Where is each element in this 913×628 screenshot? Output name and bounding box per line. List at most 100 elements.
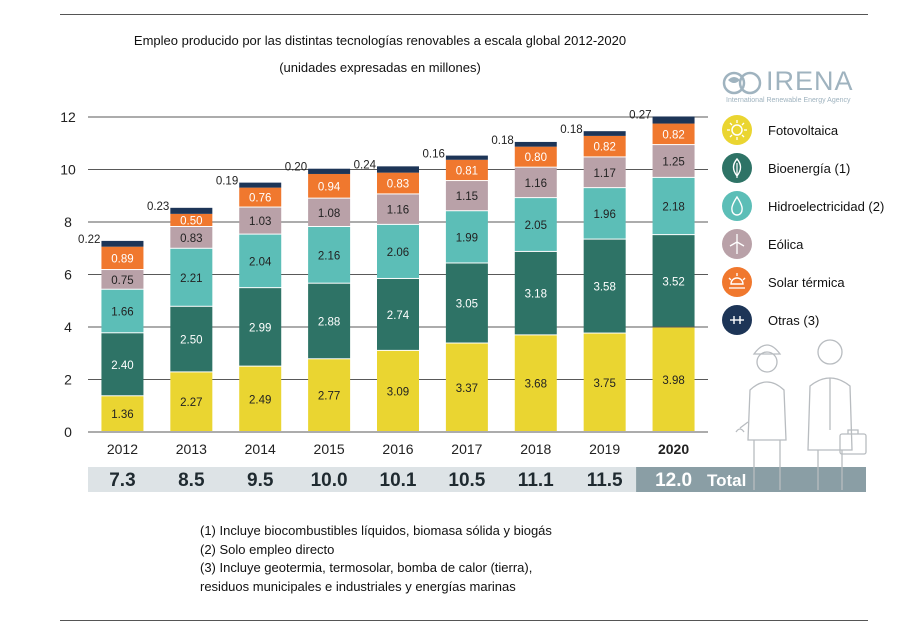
total-label: Total xyxy=(707,471,746,490)
legend-item-otras: Otras (3) xyxy=(722,305,913,337)
bar-segment xyxy=(239,366,282,431)
total-value: 9.5 xyxy=(247,470,274,491)
globe-logo-icon xyxy=(722,71,762,95)
data-label: 1.16 xyxy=(387,205,409,217)
top-rule xyxy=(60,14,868,15)
y-tick-label: 2 xyxy=(64,372,72,388)
bar-segment xyxy=(445,263,488,343)
data-label: 1.16 xyxy=(525,178,547,190)
data-label: 0.19 xyxy=(216,176,238,188)
data-label: 1.15 xyxy=(456,191,478,203)
data-label: 3.18 xyxy=(525,289,547,301)
bar-segment xyxy=(652,116,695,124)
bar-segment xyxy=(652,235,695,327)
bar-segment xyxy=(170,248,213,306)
legend-label: Otras (3) xyxy=(768,313,820,328)
data-label: 2.49 xyxy=(249,394,271,406)
y-tick-label: 4 xyxy=(64,319,72,335)
data-label: 2.16 xyxy=(318,250,340,262)
legend-label: Solar térmica xyxy=(768,275,845,290)
data-label: 0.18 xyxy=(560,124,582,136)
bar-segment xyxy=(514,251,557,335)
bar-segment xyxy=(101,240,144,247)
data-label: 0.83 xyxy=(387,179,409,191)
footnote: (1) Incluye biocombustibles líquidos, bi… xyxy=(200,523,552,538)
bar-segment xyxy=(377,278,419,350)
x-tick-label: 2014 xyxy=(245,441,276,457)
irena-logo: IRENA International Renewable Energy Age… xyxy=(722,66,872,110)
data-label: 3.75 xyxy=(593,378,615,390)
footnotes: (1) Incluye biocombustibles líquidos, bi… xyxy=(200,522,552,596)
data-label: 1.08 xyxy=(318,208,340,220)
bar-segment xyxy=(652,123,695,145)
bar-segment xyxy=(308,283,351,359)
bar-segment xyxy=(377,350,419,431)
bar-segment xyxy=(101,270,144,289)
legend-label: Bioenergía (1) xyxy=(768,161,851,176)
x-tick-label: 2016 xyxy=(382,441,413,457)
legend-item-eolica: Eólica xyxy=(722,229,913,261)
chart-title: Empleo producido por las distintas tecno… xyxy=(133,33,627,48)
logo-subtitle: International Renewable Energy Agency xyxy=(726,97,851,104)
legend-item-fotovoltaica: Fotovoltaica xyxy=(722,115,913,147)
total-value: 8.5 xyxy=(178,470,205,491)
totals-band-highlight xyxy=(636,467,866,492)
data-label: 3.09 xyxy=(387,386,409,398)
x-tick-label: 2013 xyxy=(176,441,207,457)
footnote: (2) Solo empleo directo xyxy=(200,541,335,557)
bar-segment xyxy=(239,288,282,366)
total-value: 11.5 xyxy=(587,470,623,491)
legend-item-solar-termica: Solar térmica xyxy=(722,267,913,299)
bar-segment xyxy=(308,173,351,198)
water-drop-icon xyxy=(722,191,752,221)
bar-segment xyxy=(583,188,626,239)
bar-segment xyxy=(239,187,282,207)
data-label: 1.36 xyxy=(111,409,133,421)
x-tick-label: 2019 xyxy=(589,441,620,457)
data-label: 0.80 xyxy=(525,152,547,164)
wind-turbine-icon xyxy=(722,229,752,259)
bar-segment xyxy=(583,333,626,431)
data-label: 1.25 xyxy=(662,156,684,168)
bar-segment xyxy=(652,327,695,431)
bar-segment xyxy=(583,135,626,157)
data-label: 1.66 xyxy=(111,307,133,319)
bar-segment xyxy=(583,157,626,188)
data-label: 2.05 xyxy=(525,220,547,232)
bar-segment xyxy=(239,182,282,188)
data-label: 0.24 xyxy=(354,159,377,171)
data-label: 2.06 xyxy=(387,247,409,259)
data-label: 2.74 xyxy=(387,310,410,322)
legend-label: Fotovoltaica xyxy=(768,123,839,138)
data-label: 0.81 xyxy=(456,165,478,177)
bar-segment xyxy=(170,372,213,431)
data-label: 0.50 xyxy=(180,215,202,227)
bar-segment xyxy=(170,207,213,214)
data-label: 0.20 xyxy=(285,162,307,174)
y-tick-label: 0 xyxy=(64,424,72,440)
legend-item-bioenergia: Bioenergía (1) xyxy=(722,153,913,185)
footnote: residuos municipales e industriales y en… xyxy=(200,578,516,594)
bar-segment xyxy=(514,146,557,167)
total-value: 10.1 xyxy=(380,470,417,491)
bar-segment xyxy=(445,343,488,431)
bar-segment xyxy=(170,306,213,372)
bar-segment xyxy=(170,213,213,226)
data-label: 1.96 xyxy=(593,209,615,221)
data-label: 0.83 xyxy=(180,233,202,245)
bottom-rule xyxy=(60,620,868,621)
data-label: 0.82 xyxy=(593,142,615,154)
workers-illustration xyxy=(735,339,867,490)
bar-segment xyxy=(652,177,695,235)
total-value: 10.0 xyxy=(311,470,348,491)
bar-segment xyxy=(101,396,144,431)
other-icon xyxy=(722,305,752,335)
data-label: 0.18 xyxy=(491,135,513,147)
data-label: 1.17 xyxy=(593,168,615,180)
data-label: 3.37 xyxy=(456,383,478,395)
bar-segment xyxy=(239,234,282,288)
bar-segment xyxy=(514,335,557,431)
y-tick-label: 10 xyxy=(60,162,76,178)
sun-icon xyxy=(722,115,752,145)
